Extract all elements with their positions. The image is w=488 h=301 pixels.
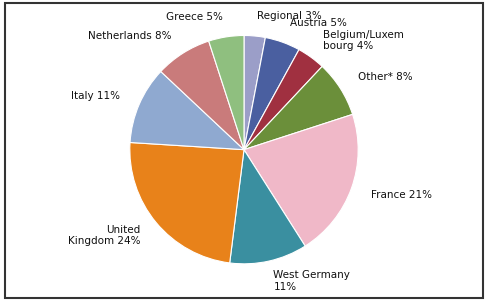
Wedge shape <box>244 114 358 246</box>
Wedge shape <box>244 36 265 150</box>
Wedge shape <box>130 72 244 150</box>
Wedge shape <box>244 38 299 150</box>
Wedge shape <box>161 41 244 150</box>
Wedge shape <box>244 50 322 150</box>
Text: Austria 5%: Austria 5% <box>290 18 346 28</box>
Text: Greece 5%: Greece 5% <box>166 12 223 22</box>
Text: Netherlands 8%: Netherlands 8% <box>88 31 172 41</box>
Wedge shape <box>130 142 244 263</box>
Wedge shape <box>209 36 244 150</box>
Wedge shape <box>244 67 353 150</box>
Wedge shape <box>230 150 305 264</box>
Text: United
Kingdom 24%: United Kingdom 24% <box>68 225 140 246</box>
Text: Belgium/Luxem
bourg 4%: Belgium/Luxem bourg 4% <box>323 30 404 51</box>
Text: Italy 11%: Italy 11% <box>71 91 121 101</box>
Text: West Germany
11%: West Germany 11% <box>273 270 350 292</box>
Text: Other* 8%: Other* 8% <box>358 73 412 82</box>
Text: Regional 3%: Regional 3% <box>257 11 322 20</box>
Text: France 21%: France 21% <box>371 190 432 200</box>
